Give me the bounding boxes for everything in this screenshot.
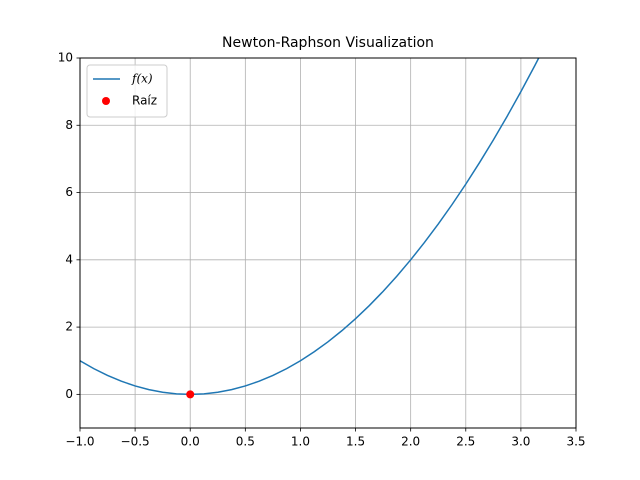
y-tick-label: 8 <box>65 118 73 132</box>
x-tick-label: 2.5 <box>456 435 475 449</box>
point <box>186 390 195 399</box>
chart-title: Newton-Raphson Visualization <box>222 35 434 51</box>
x-tick-label: 0.0 <box>181 435 200 449</box>
x-tick-label: 2.0 <box>401 435 420 449</box>
y-tick-label: 6 <box>65 185 73 199</box>
y-tick-label: 0 <box>65 387 73 401</box>
legend-marker <box>102 97 110 105</box>
y-tick-label: 4 <box>65 252 73 266</box>
y-tick-label: 2 <box>65 320 73 334</box>
y-tick-label: 10 <box>58 51 73 65</box>
legend-box <box>86 64 168 118</box>
x-tick-label: 3.0 <box>511 435 530 449</box>
x-tick-label: 3.5 <box>566 435 585 449</box>
x-tick-label: 1.5 <box>346 435 365 449</box>
legend-label: f(x) <box>131 72 153 86</box>
legend-label: Raíz <box>132 94 157 108</box>
x-tick-label: −0.5 <box>121 435 150 449</box>
x-tick-label: 1.0 <box>291 435 310 449</box>
legend: f(x) Raíz <box>86 64 168 118</box>
axes: −1.0 −0.5 0.0 0.5 1.0 1.5 2.0 2.5 3.0 3.5 0 2 4 6 8 10 <box>58 51 586 449</box>
x-tick-label: −1.0 <box>65 435 94 449</box>
axes-frame <box>79 57 577 429</box>
plot-area <box>80 58 540 399</box>
x-tick-label: 0.5 <box>236 435 255 449</box>
line-series <box>80 58 540 396</box>
